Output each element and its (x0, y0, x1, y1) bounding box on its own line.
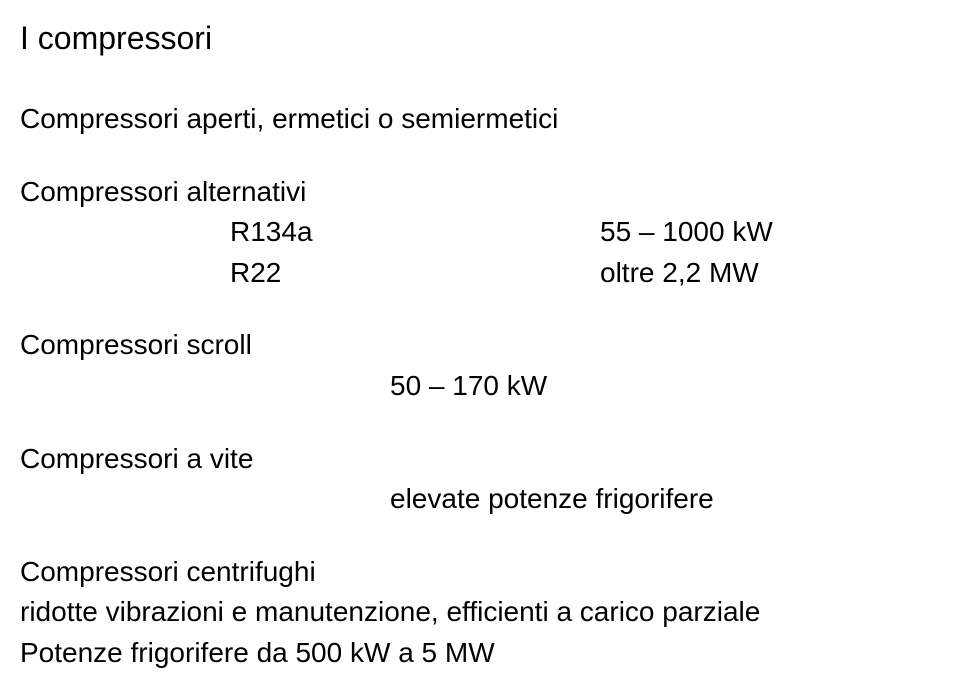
page-title: I compressori (20, 20, 930, 57)
row-value: elevate potenze frigorifere (390, 479, 930, 520)
document-page: I compressori Compressori aperti, ermeti… (0, 0, 960, 686)
footer-line: Potenze frigorifere da 500 kW a 5 MW (20, 633, 930, 674)
section-heading: Compressori scroll (20, 325, 930, 366)
row-value: 50 – 170 kW (390, 366, 930, 407)
section-heading: Compressori alternativi (20, 172, 930, 213)
section-row: R22 oltre 2,2 MW (20, 253, 930, 294)
section-row: R134a 55 – 1000 kW (20, 212, 930, 253)
row-label (20, 366, 390, 407)
subtitle: Compressori aperti, ermetici o semiermet… (20, 99, 930, 140)
footer-line: ridotte vibrazioni e manutenzione, effic… (20, 592, 930, 633)
row-value: 55 – 1000 kW (600, 212, 930, 253)
footer-heading: Compressori centrifughi (20, 552, 930, 593)
row-label: R134a (20, 212, 600, 253)
row-label: R22 (20, 253, 600, 294)
section-row: elevate potenze frigorifere (20, 479, 930, 520)
section-row: 50 – 170 kW (20, 366, 930, 407)
row-label (20, 479, 390, 520)
section-heading: Compressori a vite (20, 439, 930, 480)
row-value: oltre 2,2 MW (600, 253, 930, 294)
